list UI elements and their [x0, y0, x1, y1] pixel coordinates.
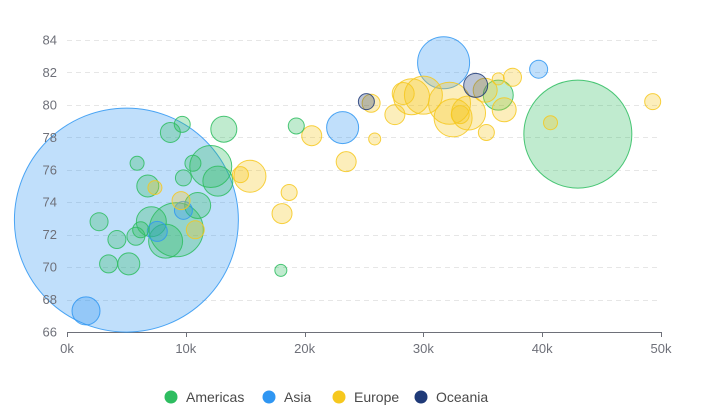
x-tick-label: 10k — [175, 341, 196, 356]
x-tick-label: 20k — [294, 341, 315, 356]
bubble-europe[interactable] — [543, 115, 559, 131]
legend-label: Europe — [354, 389, 399, 405]
x-tick-label: 50k — [651, 341, 672, 356]
bubble-asia[interactable] — [417, 36, 471, 90]
legend-label: Americas — [186, 389, 244, 405]
legend-item-oceania[interactable]: Oceania — [414, 389, 489, 405]
x-axis-labels: 0k 10k 20k 30k 40k 50k — [60, 341, 672, 356]
bubble-europe[interactable] — [185, 220, 205, 240]
y-axis-labels: 66 68 70 72 74 76 78 80 82 84 — [43, 33, 57, 340]
y-tick-label: 76 — [43, 162, 57, 177]
bubble-europe[interactable] — [280, 183, 298, 201]
bubble-europe[interactable] — [433, 98, 473, 138]
legend-marker — [262, 390, 276, 404]
bubble-americas[interactable] — [274, 263, 288, 277]
bubble-europe[interactable] — [335, 151, 357, 173]
y-tick-label: 66 — [43, 325, 57, 340]
y-tick-label: 68 — [43, 292, 57, 307]
bubble-europe[interactable] — [171, 191, 191, 211]
legend-item-asia[interactable]: Asia — [262, 389, 312, 405]
bubble-americas[interactable] — [184, 154, 202, 172]
bubble-europe[interactable] — [491, 72, 505, 86]
legend-marker — [164, 390, 178, 404]
legend-item-europe[interactable]: Europe — [332, 389, 400, 405]
legend-label: Oceania — [436, 389, 488, 405]
y-tick-label: 70 — [43, 260, 57, 275]
bubble-americas[interactable] — [189, 145, 233, 189]
bubble-europe[interactable] — [391, 82, 415, 106]
legend-marker — [414, 390, 428, 404]
bubble-americas[interactable] — [210, 115, 238, 143]
bubble-europe[interactable] — [450, 105, 470, 125]
bubble-europe[interactable] — [384, 104, 406, 126]
bubble-europe[interactable] — [477, 123, 495, 141]
bubble-americas[interactable] — [89, 212, 109, 232]
bubble-europe[interactable] — [403, 75, 443, 115]
x-tick-label: 0k — [60, 341, 74, 356]
bubble-americas[interactable] — [174, 169, 192, 187]
bubble-oceania[interactable] — [357, 93, 375, 111]
bubble-asia[interactable] — [13, 107, 239, 333]
legend-label: Asia — [284, 389, 311, 405]
bubble-europe[interactable] — [644, 93, 662, 111]
plot-area — [13, 36, 662, 333]
bubble-americas[interactable] — [202, 165, 234, 197]
bubble-asia[interactable] — [529, 59, 549, 79]
bubble-americas[interactable] — [523, 79, 633, 189]
bubble-europe[interactable] — [231, 166, 249, 184]
bubble-europe[interactable] — [233, 159, 267, 193]
bubble-asia[interactable] — [71, 296, 101, 326]
y-tick-label: 72 — [43, 227, 57, 242]
bubble-oceania[interactable] — [463, 72, 489, 98]
bubble-asia[interactable] — [326, 111, 360, 145]
bubble-americas[interactable] — [129, 155, 145, 171]
bubble-americas[interactable] — [135, 206, 167, 238]
legend-marker — [332, 390, 346, 404]
bubble-europe[interactable] — [503, 67, 522, 87]
bubble-europe[interactable] — [393, 78, 431, 116]
bubble-europe[interactable] — [147, 180, 163, 196]
y-tick-label: 74 — [43, 195, 57, 210]
bubble-americas[interactable] — [287, 117, 305, 135]
bubble-europe[interactable] — [491, 97, 517, 123]
bubble-americas[interactable] — [107, 230, 127, 250]
x-tick-label: 30k — [413, 341, 434, 356]
bubble-americas[interactable] — [132, 221, 150, 239]
bubble-americas[interactable] — [117, 252, 141, 276]
bubble-asia[interactable] — [146, 220, 168, 242]
y-tick-label: 82 — [43, 65, 57, 80]
x-axis — [67, 332, 662, 337]
bubble-europe[interactable] — [368, 132, 382, 146]
bubble-americas[interactable] — [148, 223, 184, 259]
bubble-europe[interactable] — [361, 93, 381, 113]
bubble-europe[interactable] — [271, 203, 293, 225]
x-tick-label: 40k — [532, 341, 553, 356]
legend-item-americas[interactable]: Americas — [164, 389, 245, 405]
bubble-americas[interactable] — [184, 191, 212, 219]
y-tick-label: 80 — [43, 97, 57, 112]
y-tick-label: 78 — [43, 130, 57, 145]
bubble-americas[interactable] — [99, 254, 119, 274]
y-tick-label: 84 — [43, 33, 57, 48]
legend[interactable]: Americas Asia Europe Oceania — [164, 389, 489, 405]
bubble-europe[interactable] — [301, 125, 323, 147]
bubble-americas[interactable] — [173, 115, 191, 133]
